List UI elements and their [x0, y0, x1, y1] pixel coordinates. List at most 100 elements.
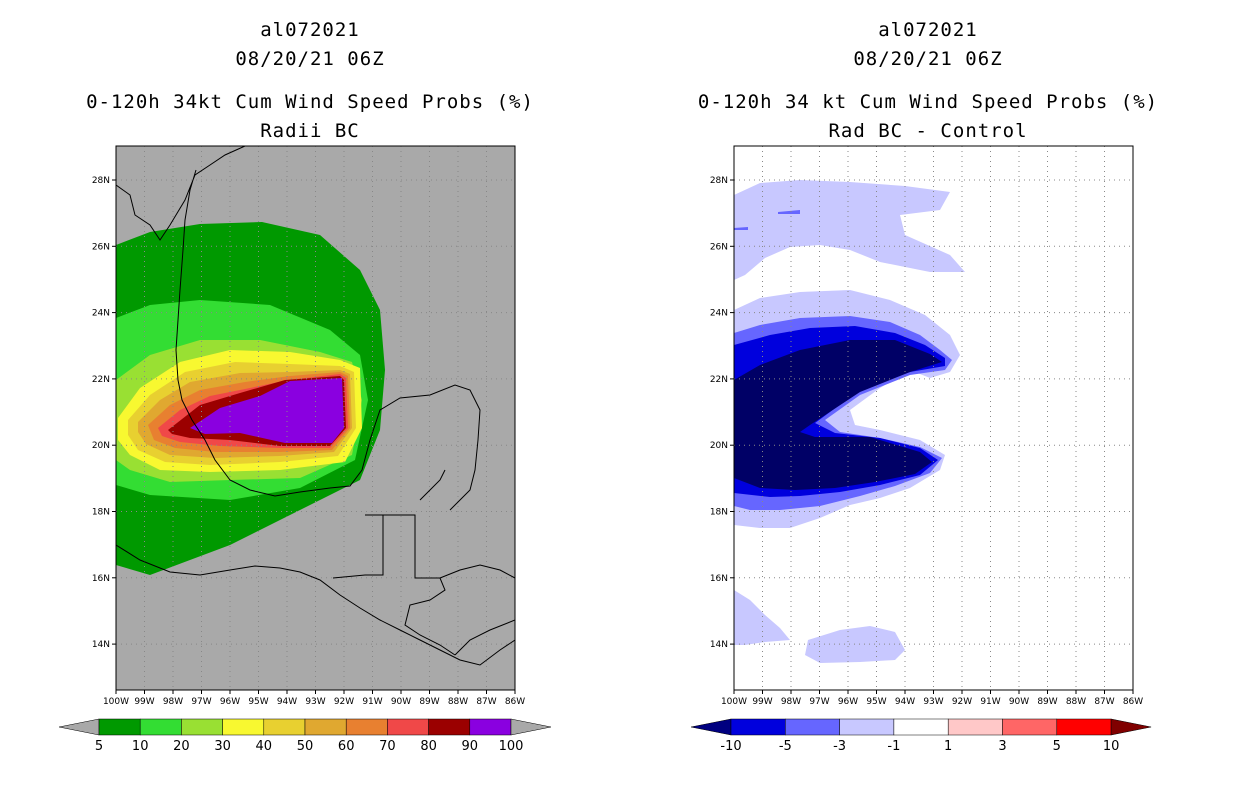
colorbar-segment	[139, 718, 182, 736]
pacific-coastline	[116, 544, 515, 666]
colorbar-label: 20	[173, 739, 190, 754]
colorbar-segment	[893, 718, 949, 736]
lon-tick-label: 93W	[305, 697, 325, 707]
colorbar-segment	[785, 718, 840, 736]
lat-tick-label: 16N	[92, 574, 110, 584]
colorbar-segment	[222, 718, 265, 736]
colorbar-label: 90	[462, 739, 479, 754]
lon-tick-label: 91W	[980, 697, 1000, 707]
lat-tick-label: 14N	[710, 640, 728, 650]
right-grid	[734, 146, 1133, 690]
lat-tick-label: 26N	[710, 242, 728, 252]
lon-tick-label: 97W	[191, 697, 211, 707]
left-colorbar: 5 10 20 30 40 50 60 70 80 90 100	[58, 718, 552, 754]
left-title-block: al072021 08/20/21 06Z 0-120h 34kt Cum Wi…	[70, 16, 550, 146]
colorbar-label: 1	[944, 739, 952, 754]
left-datetime: 08/20/21 06Z	[235, 48, 385, 70]
colorbar-label: 50	[297, 739, 314, 754]
lat-tick-label: 24N	[710, 309, 728, 319]
colorbar-segment	[947, 718, 1003, 736]
left-lat-labels: 28N 26N 24N 22N 20N 18N 16N 14N	[92, 176, 116, 650]
prob-90-contour	[190, 378, 344, 443]
right-map: 28N 26N 24N 22N 20N 18N 16N 14N 100W 99W 98W 97W 96…	[710, 145, 1143, 707]
colorbar-over-triangle	[510, 718, 552, 736]
lon-tick-label: 96W	[220, 697, 240, 707]
colorbar-label: 30	[214, 739, 231, 754]
lon-tick-label: 92W	[334, 697, 354, 707]
colorbar-under-triangle	[58, 718, 100, 736]
left-lon-labels: 100W 99W 98W 97W 96W 95W 94W 93W 92W 91W 90W 89W 88W…	[103, 690, 525, 707]
gulf-coastline	[116, 146, 481, 511]
diff-minus1-north	[734, 180, 965, 280]
central-america-borders	[332, 469, 515, 656]
colorbar-segment	[839, 718, 895, 736]
lon-tick-label: 96W	[838, 697, 858, 707]
lon-tick-label: 87W	[476, 697, 496, 707]
lat-tick-label: 18N	[92, 508, 110, 518]
left-storm-id: al072021	[260, 19, 360, 41]
lat-tick-label: 22N	[710, 375, 728, 385]
colorbar-label: 80	[420, 739, 437, 754]
colorbar-label: 60	[338, 739, 355, 754]
lon-tick-label: 97W	[809, 697, 829, 707]
lat-tick-label: 26N	[92, 242, 110, 252]
right-title: 0-120h 34 kt Cum Wind Speed Probs (%)	[697, 91, 1159, 113]
colorbar-label: -3	[833, 739, 846, 754]
colorbar-segment	[304, 718, 347, 736]
right-lon-labels: 100W 99W 98W 97W 96W 95W 94W 93W 92W 91W 90W 89W 88W…	[721, 690, 1143, 707]
lon-tick-label: 95W	[248, 697, 268, 707]
right-difference-field	[734, 180, 965, 663]
lat-tick-label: 24N	[92, 309, 110, 319]
colorbar-segment	[1056, 718, 1112, 736]
colorbar-label: 70	[379, 739, 396, 754]
lon-tick-label: 86W	[1123, 697, 1143, 707]
lon-tick-label: 99W	[134, 697, 154, 707]
lat-tick-label: 20N	[710, 441, 728, 451]
left-title: 0-120h 34kt Cum Wind Speed Probs (%)	[86, 91, 534, 113]
lon-tick-label: 86W	[505, 697, 525, 707]
lon-tick-label: 91W	[362, 697, 382, 707]
left-coastlines	[116, 146, 515, 666]
right-datetime: 08/20/21 06Z	[853, 48, 1003, 70]
colorbar-label: 5	[95, 739, 103, 754]
colorbar-segment	[263, 718, 306, 736]
colorbar-over-triangle	[1110, 718, 1152, 736]
colorbar-label: -5	[779, 739, 792, 754]
lat-tick-label: 28N	[710, 176, 728, 186]
colorbar-label: 100	[499, 739, 524, 754]
right-subtitle: Rad BC - Control	[828, 120, 1028, 142]
colorbar-label: -10	[720, 739, 741, 754]
colorbar-segment	[387, 718, 429, 736]
lon-tick-label: 94W	[277, 697, 297, 707]
lat-tick-label: 16N	[710, 574, 728, 584]
colorbar-label: 5	[1053, 739, 1061, 754]
lon-tick-label: 88W	[448, 697, 468, 707]
lon-tick-label: 90W	[1009, 697, 1029, 707]
lat-tick-label: 28N	[92, 176, 110, 186]
colorbar-segment	[181, 718, 223, 736]
lon-tick-label: 89W	[419, 697, 439, 707]
diff-minus3-strip-b	[734, 227, 748, 230]
lon-tick-label: 100W	[721, 697, 747, 707]
lon-tick-label: 90W	[391, 697, 411, 707]
colorbar-segment	[730, 718, 786, 736]
lat-tick-label: 20N	[92, 441, 110, 451]
left-map: 28N 26N 24N 22N 20N 18N 16N 14N 100W 99W 98W 97W 96…	[92, 145, 525, 707]
lon-tick-label: 89W	[1037, 697, 1057, 707]
lon-tick-label: 98W	[163, 697, 183, 707]
lon-tick-label: 99W	[752, 697, 772, 707]
right-colorbar: -10 -5 -3 -1 1 3 5 10	[690, 718, 1152, 754]
diff-minus3-strip	[778, 210, 800, 214]
lon-tick-label: 87W	[1094, 697, 1114, 707]
diff-minus1-south-a	[734, 590, 790, 645]
colorbar-label: 10	[132, 739, 149, 754]
right-title-block: al072021 08/20/21 06Z 0-120h 34 kt Cum W…	[688, 16, 1168, 146]
lon-tick-label: 92W	[952, 697, 972, 707]
lon-tick-label: 94W	[895, 697, 915, 707]
colorbar-segment	[428, 718, 471, 736]
lon-tick-label: 95W	[866, 697, 886, 707]
colorbar-segment	[469, 718, 512, 736]
lon-tick-label: 100W	[103, 697, 129, 707]
left-probability-field	[116, 222, 385, 575]
